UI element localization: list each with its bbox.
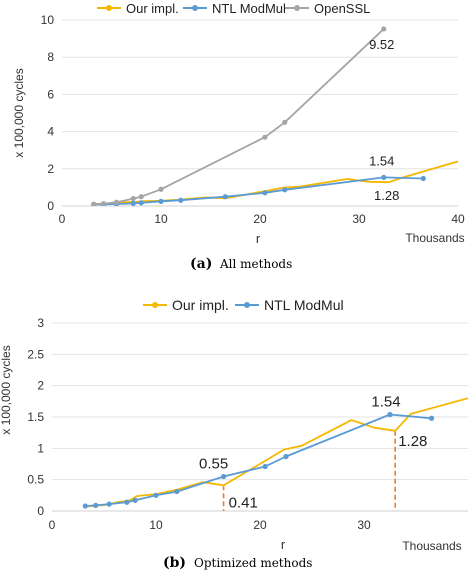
data-point: [283, 453, 289, 460]
data-point: [138, 194, 144, 200]
x-axis-label: r: [256, 231, 261, 246]
y-tick-label: 3: [37, 316, 44, 330]
data-point: [262, 463, 268, 470]
x-tick-label: 20: [253, 212, 267, 226]
y-tick-label: 0.5: [27, 473, 44, 487]
x-axis-label: r: [281, 537, 286, 552]
data-point: [222, 194, 228, 200]
data-point: [138, 200, 144, 206]
data-point: [82, 503, 88, 509]
data-point: [130, 195, 136, 202]
y-tick-label: 6: [47, 87, 54, 101]
data-point: [130, 200, 136, 206]
caption-label: (a): [190, 256, 212, 272]
series-line: [83, 397, 468, 508]
legend-label: NTL ModMul: [264, 297, 344, 313]
y-tick-label: 2.5: [27, 347, 44, 361]
legend-swatch-dot: [294, 5, 300, 11]
legend-label: OpenSSL: [314, 1, 370, 16]
data-label: 1.28: [398, 433, 427, 450]
legend-label: Our impl.: [172, 297, 229, 313]
series-line: [93, 28, 385, 205]
data-point: [262, 190, 268, 196]
data-point: [381, 174, 387, 180]
x-tick-label: 20: [253, 518, 267, 532]
annotations: 9.52 1.54 1.28: [369, 37, 399, 203]
data-point: [282, 187, 288, 193]
legend-swatch-dot: [192, 5, 198, 11]
y-tick-label: 4: [47, 125, 54, 139]
data-point: [132, 497, 138, 503]
y-tick-label: 1.5: [27, 410, 44, 424]
x-tick-label: 30: [357, 518, 371, 532]
y-axis-label: x 100,000 cycles: [12, 68, 26, 157]
legend: Our impl. NTL ModMul OpenSSL: [97, 1, 370, 16]
data-point: [93, 502, 99, 508]
legend-label: NTL ModMul: [212, 1, 286, 16]
y-tick-label: 2: [47, 162, 54, 176]
data-label: 1.54: [369, 153, 394, 168]
data-label: 0.55: [199, 456, 228, 473]
grid-lines: [52, 322, 468, 481]
legend-swatch-dot: [106, 5, 112, 11]
chart-panel-b: 00.511.522.530 10 20 30 0.550.411.541.28 Ou…: [0, 297, 468, 571]
caption-text: All methods: [219, 257, 292, 271]
data-point: [124, 499, 130, 505]
y-tick-label: 2: [37, 379, 44, 393]
y-tick-label: 0: [37, 504, 44, 518]
annotations: 0.55 0.41 1.54 1.28: [199, 393, 427, 511]
data-point: [429, 415, 435, 421]
y-tick-label: 0: [47, 199, 54, 213]
data-point: [153, 492, 159, 498]
series-group: [91, 26, 458, 206]
x-tick-label: 40: [451, 212, 465, 226]
legend-label: Our impl.: [126, 1, 179, 16]
data-point: [262, 134, 268, 140]
caption-text: Optimized methods: [194, 556, 312, 570]
tick-labels: 0 2 4 6 8 10 0 10 20 30 40: [41, 13, 465, 226]
y-axis-label: x 100,000 cycles: [0, 345, 13, 434]
x-tick-label: 0: [49, 518, 56, 532]
legend: Our impl. NTL ModMul: [143, 297, 344, 313]
data-label: 9.52: [369, 37, 394, 52]
x-axis-unit: Thousands: [405, 231, 464, 245]
y-tick-label: 8: [47, 50, 54, 64]
x-tick-label: 10: [149, 518, 163, 532]
x-tick-label: 30: [352, 212, 366, 226]
tick-labels: 00.511.522.530 10 20 30: [27, 316, 371, 532]
data-point: [106, 501, 112, 507]
data-point: [158, 186, 164, 192]
drop-lines: [222, 430, 397, 511]
chart-panel-a: 0 2 4 6 8 10 0 10 20 30 40 9.52 1.54 1.28 Our impl. N…: [12, 1, 465, 272]
y-tick-label: 1: [37, 441, 44, 455]
data-point: [282, 119, 288, 125]
x-axis-unit: Thousands: [402, 539, 461, 553]
data-point: [91, 201, 97, 206]
x-tick-label: 10: [154, 212, 168, 226]
data-label: 1.54: [371, 393, 400, 410]
data-point: [113, 199, 120, 205]
data-point: [420, 175, 426, 182]
data-label: 0.41: [229, 494, 258, 511]
series-line: [91, 160, 458, 205]
y-tick-label: 10: [41, 13, 55, 27]
data-point: [100, 200, 107, 206]
caption-label: (b): [163, 555, 186, 571]
data-point: [174, 488, 180, 495]
data-label: 1.28: [374, 188, 399, 203]
legend-swatch-dot: [152, 302, 158, 308]
grid-lines: [62, 19, 458, 170]
legend-swatch-dot: [244, 302, 250, 308]
data-point: [387, 411, 393, 418]
data-point: [381, 26, 387, 32]
data-point: [178, 197, 184, 203]
data-point: [158, 198, 164, 204]
data-point: [221, 473, 227, 480]
x-tick-label: 0: [59, 212, 66, 226]
series-group: [82, 397, 468, 509]
